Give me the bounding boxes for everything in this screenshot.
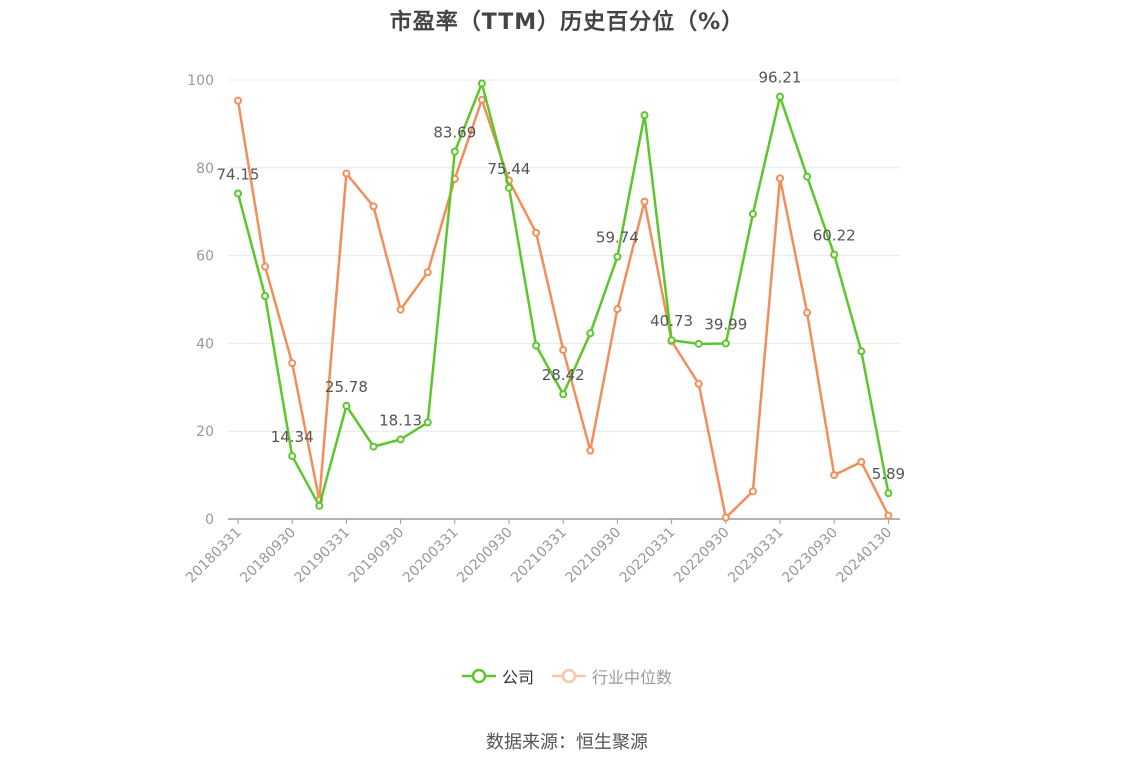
data-point-industry-median	[396, 305, 405, 314]
data-point-company	[423, 418, 432, 427]
legend-item-company[interactable]: 公司	[461, 664, 534, 688]
x-tick-label: 20220331	[617, 525, 679, 587]
x-tick-label: 20230331	[725, 525, 787, 587]
data-label: 75.44	[488, 160, 531, 178]
data-point-company	[261, 291, 270, 300]
x-tick-label: 20240130	[834, 525, 896, 587]
data-label: 39.99	[704, 315, 747, 333]
data-point-industry-median	[288, 359, 297, 368]
data-point-company	[315, 501, 324, 510]
data-point-company	[694, 339, 703, 348]
series-line-industry-median	[236, 98, 890, 519]
data-label: 60.22	[813, 227, 856, 245]
data-label: 18.13	[379, 411, 422, 429]
data-point-industry-median	[803, 308, 812, 317]
data-label: 14.34	[271, 428, 314, 446]
data-point-company	[288, 452, 297, 461]
y-tick-label: 100	[187, 73, 214, 89]
data-point-industry-median	[369, 202, 378, 211]
x-tick-label: 20180930	[237, 525, 299, 587]
data-point-industry-median	[721, 513, 730, 522]
data-point-industry-median	[613, 305, 622, 314]
x-tick-label: 20210331	[508, 525, 570, 587]
data-point-company	[559, 390, 568, 399]
data-point-industry-median	[884, 511, 893, 520]
data-point-industry-median	[234, 96, 242, 105]
data-point-industry-median	[748, 487, 757, 496]
data-point-company	[450, 147, 459, 156]
x-tick-label: 20210930	[563, 525, 625, 587]
data-point-industry-median	[586, 446, 595, 455]
x-tick-label: 20190930	[346, 525, 408, 587]
data-point-company	[721, 339, 730, 348]
data-point-company	[342, 401, 351, 410]
source-note: 数据来源：恒生聚源	[486, 732, 648, 753]
data-point-company	[586, 329, 595, 338]
data-point-company	[532, 341, 541, 350]
data-point-industry-median	[532, 228, 541, 237]
data-label: 96.21	[759, 69, 802, 87]
data-label: 59.74	[596, 229, 639, 247]
legend-label: 公司	[501, 668, 534, 687]
data-point-industry-median	[694, 379, 703, 388]
y-tick-label: 0	[205, 512, 214, 528]
data-point-company	[857, 347, 866, 356]
data-point-company	[776, 92, 784, 101]
data-point-company	[396, 435, 405, 444]
data-label: 40.73	[650, 312, 693, 330]
data-point-company	[369, 442, 378, 451]
x-tick-label: 20220930	[671, 525, 733, 587]
y-tick-label: 40	[196, 336, 214, 352]
y-tick-label: 20	[196, 424, 214, 440]
x-tick-label: 20190331	[292, 525, 354, 587]
x-tick-label: 20180331	[183, 525, 245, 587]
legend-marker-icon	[461, 668, 496, 684]
data-point-industry-median	[342, 169, 351, 178]
data-point-industry-median	[640, 197, 649, 206]
data-point-company	[505, 183, 513, 192]
data-point-industry-median	[423, 268, 432, 277]
data-point-industry-median	[477, 95, 486, 104]
data-point-company	[884, 489, 893, 498]
data-point-company	[803, 172, 812, 181]
data-label: 74.15	[217, 165, 260, 183]
data-point-industry-median	[559, 345, 568, 354]
data-point-company	[640, 111, 649, 120]
legend: 公司 行业中位数	[0, 664, 1134, 688]
legend-label: 行业中位数	[592, 668, 673, 687]
data-point-company	[748, 209, 757, 218]
data-labels: 74.15 14.34 25.78 18.13 83.69 75.44 28.42 59.74…	[217, 69, 906, 484]
data-point-company	[667, 336, 676, 345]
x-tick-label: 20200331	[400, 525, 462, 587]
data-label: 5.89	[872, 465, 905, 483]
chart-title: 市盈率（TTM）历史百分位（%）	[389, 10, 745, 35]
data-point-industry-median	[261, 262, 270, 271]
axes: 0 20 40 60 80 100 2018033120180930201903312019…	[183, 73, 900, 586]
data-point-company	[830, 250, 839, 259]
data-point-industry-median	[857, 457, 866, 466]
x-tick-label: 20230930	[779, 525, 841, 587]
data-point-industry-median	[776, 174, 784, 183]
data-point-company	[477, 79, 486, 88]
x-tick-label: 20200930	[454, 525, 516, 587]
data-label: 25.78	[325, 378, 368, 396]
data-label: 83.69	[433, 124, 476, 142]
legend-marker-icon	[552, 668, 586, 684]
series-lines	[234, 79, 893, 522]
data-label: 28.42	[542, 366, 585, 384]
data-point-company	[234, 189, 242, 198]
data-point-company	[613, 252, 622, 261]
legend-item-industry-median[interactable]: 行业中位数	[552, 664, 672, 688]
y-tick-label: 60	[196, 249, 214, 265]
y-tick-label: 80	[196, 161, 214, 177]
data-point-industry-median	[830, 471, 839, 480]
